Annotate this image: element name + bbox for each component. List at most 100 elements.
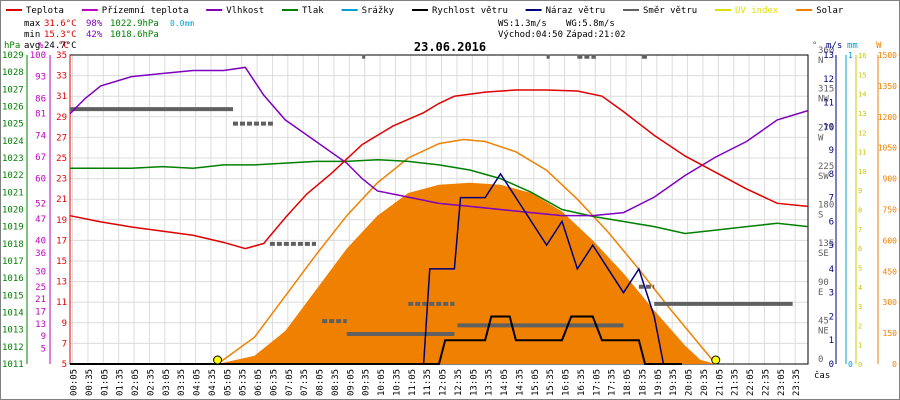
x-tick-label: 13:05 — [469, 369, 479, 396]
x-tick-label: 12:05 — [439, 369, 449, 396]
ms-tick-label: 7 — [829, 194, 834, 204]
x-tick-label: 20:05 — [685, 369, 695, 396]
temperature-line — [69, 89, 809, 250]
pct-tick-label: 93 — [35, 73, 46, 83]
w-tick-label: 450 — [883, 267, 898, 276]
x-tick-label: 11:35 — [423, 369, 433, 396]
ms-tick-label: 2 — [829, 312, 834, 322]
stat-max-temp: 31.6°C — [44, 19, 77, 29]
stat-max-press: 1022.9hPa — [110, 19, 159, 29]
x-tick-label: 10:35 — [392, 369, 402, 396]
w-tick-label: 900 — [883, 175, 898, 184]
hpa-tick-label: 1024 — [2, 137, 24, 147]
legend-label-dew: Přízemní teplota — [102, 6, 189, 16]
ms-tick-label: 1 — [829, 336, 834, 346]
dir-unit-label: ° — [812, 41, 817, 51]
degc-tick-label: 25 — [56, 154, 67, 164]
w-tick-label: 600 — [883, 236, 898, 245]
stat-max-label: max — [24, 19, 41, 29]
hpa-tick-label: 1019 — [2, 223, 24, 233]
ms-tick-label: 3 — [829, 289, 834, 299]
x-tick-label: 07:35 — [300, 369, 310, 396]
x-tick-label: 08:05 — [316, 369, 326, 396]
wind-gust-stat: WG:5.8m/s — [566, 19, 615, 29]
legend-label-ws: Rychlost větru — [432, 6, 508, 16]
degc-tick-label: 9 — [62, 319, 67, 329]
legend-label-press: Tlak — [302, 6, 324, 16]
uv-tick-label: 9 — [858, 187, 862, 195]
uv-tick-label: 3 — [858, 303, 862, 311]
dir-tick-label: 45 — [818, 316, 829, 326]
dir-tick-label: 0 — [818, 355, 823, 365]
humidity-line — [69, 66, 809, 217]
legend-label-hum: Vlhkost — [226, 6, 264, 16]
x-tick-label: 11:05 — [408, 369, 418, 396]
x-tick-label: 23:35 — [792, 369, 802, 396]
x-tick-label: 14:35 — [515, 369, 525, 396]
mm-tick-label: 0 — [848, 360, 853, 369]
stat-avg-temp: 24.7°C — [44, 41, 77, 51]
stat-max-rain: 0.0mm — [170, 19, 194, 28]
uv-tick-label: 2 — [858, 322, 862, 330]
ms-tick-label: 13 — [823, 51, 834, 61]
wind-gust-line — [422, 172, 665, 365]
w-tick-label: 1050 — [878, 144, 897, 153]
degc-tick-label: 7 — [62, 339, 67, 349]
pct-tick-label: 40 — [35, 236, 46, 246]
mm-tick-label: 1 — [848, 51, 853, 60]
pct-tick-label: 52 — [35, 199, 46, 209]
ms-tick-label: 8 — [829, 170, 834, 180]
dir-cardinal-label: S — [818, 211, 823, 221]
hpa-tick-label: 1012 — [2, 343, 24, 353]
hpa-tick-label: 1025 — [2, 120, 24, 130]
x-tick-label: 13:35 — [485, 369, 495, 396]
x-tick-label: 03:35 — [177, 369, 187, 396]
x-tick-label: 10:05 — [377, 369, 387, 396]
hpa-tick-label: 1011 — [2, 360, 24, 370]
dir-cardinal-label: NE — [818, 326, 829, 336]
chart-title: 23.06.2016 — [414, 40, 486, 54]
hpa-tick-label: 1026 — [2, 103, 24, 113]
degc-tick-label: 15 — [56, 257, 67, 267]
dir-tick-label: 90 — [818, 278, 829, 288]
x-tick-label: 15:35 — [546, 369, 556, 396]
legend-label-uv: UV index — [735, 6, 779, 16]
legend-label-wdir: Směr větru — [643, 6, 697, 16]
x-tick-label: 18:05 — [623, 369, 633, 396]
x-tick-label: 00:35 — [85, 369, 95, 396]
legend-label-rain: Srážky — [362, 6, 395, 16]
dir-tick-label: 135 — [818, 239, 834, 249]
dir-tick-label: 225 — [818, 162, 834, 172]
pct-tick-label: 21 — [35, 295, 46, 305]
dir-cardinal-label: E — [818, 288, 823, 298]
ms-tick-label: 10 — [823, 122, 834, 132]
w-tick-label: 150 — [883, 329, 898, 338]
dir-cardinal-label: NW — [818, 95, 829, 105]
legend-label-temp: Teplota — [26, 6, 64, 16]
pct-tick-label: 81 — [35, 110, 46, 120]
w-tick-label: 300 — [883, 298, 898, 307]
x-tick-label: 05:05 — [223, 369, 233, 396]
pct-tick-label: 9 — [41, 332, 46, 342]
x-tick-label: 02:05 — [131, 369, 141, 396]
x-tick-label: 00:05 — [70, 369, 80, 396]
ms-tick-label: 6 — [829, 217, 834, 227]
degc-tick-label: 11 — [56, 298, 67, 308]
w-tick-label: 750 — [883, 206, 898, 215]
wind-speed-stat: WS:1.3m/s — [498, 19, 547, 29]
uv-tick-label: 8 — [858, 207, 862, 215]
ms-unit-label: m/s — [826, 41, 842, 51]
uv-tick-label: 1 — [858, 342, 862, 350]
sunset-stat: Západ:21:02 — [566, 30, 626, 40]
x-tick-label: 07:05 — [285, 369, 295, 396]
x-tick-label: 02:35 — [146, 369, 156, 396]
pct-tick-label: 67 — [35, 153, 46, 163]
x-tick-label: 06:35 — [269, 369, 279, 396]
hpa-tick-label: 1014 — [2, 309, 24, 319]
dir-tick-label: 360 — [818, 46, 834, 56]
x-tick-label: 18:35 — [638, 369, 648, 396]
x-tick-label: 09:35 — [362, 369, 372, 396]
wind-speed-line — [70, 315, 682, 365]
x-tick-label: 19:35 — [669, 369, 679, 396]
